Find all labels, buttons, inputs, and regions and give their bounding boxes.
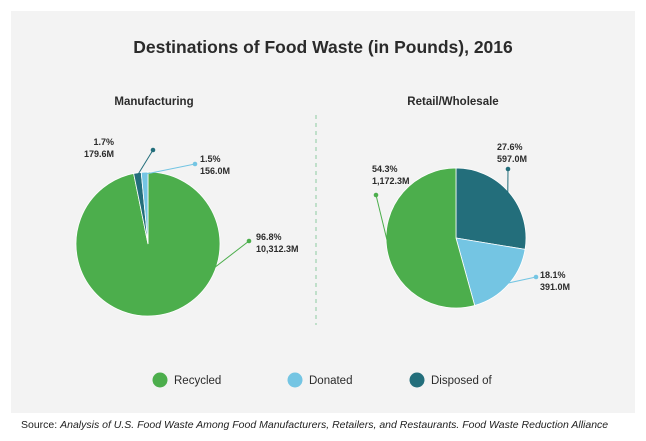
manufacturing-pie-title: Manufacturing	[114, 96, 193, 108]
legend-swatch-donated	[287, 372, 303, 388]
manufacturing-leader-dot-donated	[192, 161, 198, 167]
legend-label-donated: Donated	[309, 375, 352, 387]
retail-leader-dot-recycled	[373, 192, 379, 198]
retail-leader-donated	[506, 276, 537, 284]
chart-title: Destinations of Food Waste (in Pounds), …	[133, 37, 513, 57]
manufacturing-percent-label-recycled: 96.8%	[256, 232, 282, 242]
retail-percent-label-recycled: 54.3%	[372, 164, 398, 174]
manufacturing-percent-label-disposed: 1.7%	[93, 137, 114, 147]
retail-leader-recycled	[375, 194, 390, 248]
retail-percent-label-disposed: 27.6%	[497, 142, 523, 152]
legend-swatch-disposed	[409, 372, 425, 388]
legend-label-disposed: Disposed of	[431, 375, 493, 387]
pie-layer: 96.8% 10,312.3M 1.7% 179.6M 1.5% 156.0M 27.6% 5…	[75, 137, 570, 317]
manufacturing-percent-label-donated: 1.5%	[200, 154, 221, 164]
retail-percent-label-donated: 18.1%	[540, 270, 566, 280]
manufacturing-leader-donated	[144, 163, 196, 175]
retail-slice-disposed	[455, 167, 527, 250]
source-prefix: Source:	[21, 419, 61, 431]
source-note: Source: Analysis of U.S. Food Waste Amon…	[21, 419, 641, 431]
manufacturing-value-label-recycled: 10,312.3M	[256, 244, 299, 254]
retail-pie-title: Retail/Wholesale	[407, 96, 498, 108]
retail-value-label-donated: 391.0M	[540, 282, 570, 292]
legend: Recycled Donated Disposed of	[152, 372, 493, 388]
source-citation: Analysis of U.S. Food Waste Among Food M…	[60, 419, 609, 431]
manufacturing-leader-dot-recycled	[246, 238, 252, 244]
retail-slice-recycled	[385, 167, 476, 309]
manufacturing-leader-disposed	[137, 149, 154, 176]
retail-value-label-recycled: 1,172.3M	[372, 176, 410, 186]
retail-leader-dot-donated	[533, 274, 539, 280]
manufacturing-slice-donated	[140, 171, 149, 245]
retail-value-label-disposed: 597.0M	[497, 154, 527, 164]
legend-swatch-recycled	[152, 372, 168, 388]
manufacturing-value-label-donated: 156.0M	[200, 166, 230, 176]
retail-leader-dot-disposed	[505, 166, 511, 172]
retail-slice-donated	[455, 237, 526, 306]
legend-label-recycled: Recycled	[174, 375, 221, 387]
manufacturing-leader-recycled	[154, 240, 250, 314]
manufacturing-leader-dot-disposed	[150, 147, 156, 153]
manufacturing-value-label-disposed: 179.6M	[84, 149, 114, 159]
